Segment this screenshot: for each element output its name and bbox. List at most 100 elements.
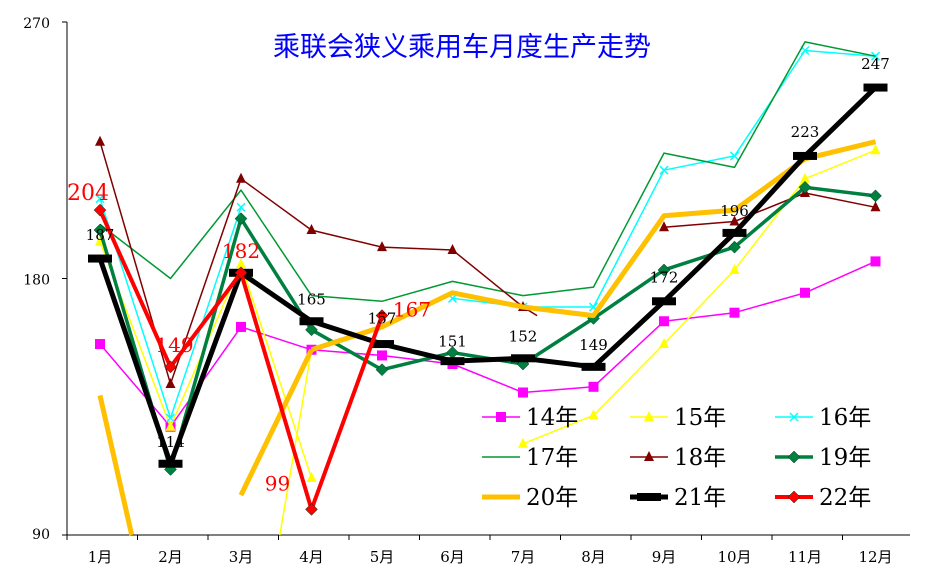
data-label: 149 — [155, 333, 193, 357]
data-point — [93, 203, 107, 217]
legend-marker — [496, 412, 506, 422]
legend-label: 21年 — [674, 485, 726, 511]
x-tick-label: 12月 — [858, 548, 892, 566]
series-14年 — [95, 256, 881, 432]
data-point — [236, 202, 246, 212]
data-point — [440, 357, 465, 366]
series-line — [310, 139, 877, 353]
x-tick-label: 8月 — [581, 548, 606, 566]
data-point — [447, 244, 458, 254]
series-22年 — [93, 203, 389, 516]
data-point — [234, 212, 248, 226]
legend: 14年 15年 16年 17年 18年 19年 20年 21年 22年 — [482, 405, 871, 511]
x-tick-label: 5月 — [370, 548, 395, 566]
data-point — [370, 340, 394, 349]
x-tick-label: 10月 — [717, 548, 751, 566]
y-tick-label: 180 — [23, 273, 50, 289]
legend-item: 19年 — [775, 445, 871, 471]
data-point — [511, 354, 535, 363]
data-point — [299, 317, 324, 326]
series-20年 — [97, 139, 877, 536]
x-tick-label: 4月 — [299, 548, 324, 566]
data-point — [95, 135, 105, 146]
data-point — [234, 266, 248, 280]
series-line — [99, 260, 876, 428]
data-point — [165, 377, 176, 388]
data-point — [728, 240, 741, 254]
data-point — [306, 224, 317, 235]
legend-marker — [637, 493, 661, 501]
data-label: 182 — [222, 239, 260, 263]
series-line — [98, 185, 876, 472]
legend-item: 14年 — [482, 405, 578, 431]
data-point — [236, 258, 246, 269]
legend-label: 16年 — [819, 405, 871, 431]
x-tick-label: 7月 — [511, 548, 536, 566]
series-line — [99, 141, 876, 385]
data-point — [729, 263, 740, 274]
data-label: 165 — [297, 291, 326, 309]
data-point — [164, 360, 177, 374]
legend-item: 21年 — [630, 485, 726, 511]
data-point — [798, 180, 812, 194]
data-point — [518, 387, 528, 398]
data-point — [588, 409, 599, 420]
legend-label: 19年 — [819, 445, 871, 471]
data-label: 196 — [720, 202, 749, 220]
data-point — [659, 221, 669, 232]
data-point — [870, 201, 881, 212]
data-point — [306, 472, 317, 482]
data-label: 223 — [791, 123, 820, 141]
legend-label: 15年 — [674, 405, 726, 431]
y-tick-label: 270 — [23, 16, 50, 32]
x-tick-label: 3月 — [229, 548, 254, 566]
data-point — [659, 338, 669, 349]
data-point — [793, 151, 817, 160]
series-18年 — [95, 135, 881, 388]
data-point — [722, 228, 747, 237]
data-label: 167 — [393, 298, 431, 322]
x-tick-label: 1月 — [88, 548, 113, 566]
data-label: 114 — [156, 433, 185, 451]
x-tick-label: 11月 — [788, 548, 822, 566]
data-point — [158, 459, 183, 468]
legend-item: 17年 — [482, 445, 578, 471]
data-point — [800, 172, 810, 183]
data-point — [869, 189, 882, 203]
chart-title: 乘联会狭义乘用车月度生产走势 — [273, 32, 651, 63]
data-point — [236, 321, 246, 332]
legend-label: 17年 — [526, 445, 578, 471]
legend-item: 16年 — [775, 405, 871, 431]
data-point — [588, 381, 599, 392]
series-line — [99, 41, 876, 303]
legend-item: 20年 — [482, 485, 578, 511]
data-label: 149 — [579, 336, 608, 354]
data-point — [377, 241, 387, 252]
data-point — [863, 83, 888, 92]
data-point — [93, 223, 107, 237]
data-point — [657, 263, 671, 277]
series-15年 — [95, 144, 881, 536]
data-point — [729, 215, 740, 226]
data-label: 151 — [438, 332, 467, 350]
data-point — [165, 413, 176, 423]
series-line — [97, 85, 878, 467]
legend-label: 18年 — [674, 445, 726, 471]
data-point — [95, 339, 105, 350]
legend-item: 18年 — [630, 445, 726, 471]
data-point — [375, 309, 389, 322]
legend-label: 22年 — [819, 485, 871, 511]
series-segment — [97, 394, 135, 536]
x-tick-label: 9月 — [652, 548, 677, 566]
data-point — [729, 151, 740, 161]
data-point — [652, 297, 676, 306]
data-label: 187 — [86, 226, 115, 244]
data-point — [95, 194, 105, 204]
data-point — [305, 323, 318, 337]
data-point — [377, 350, 387, 361]
data-point — [375, 363, 389, 377]
legend-marker — [787, 450, 801, 464]
legend-marker — [644, 451, 654, 461]
data-point — [305, 502, 318, 516]
